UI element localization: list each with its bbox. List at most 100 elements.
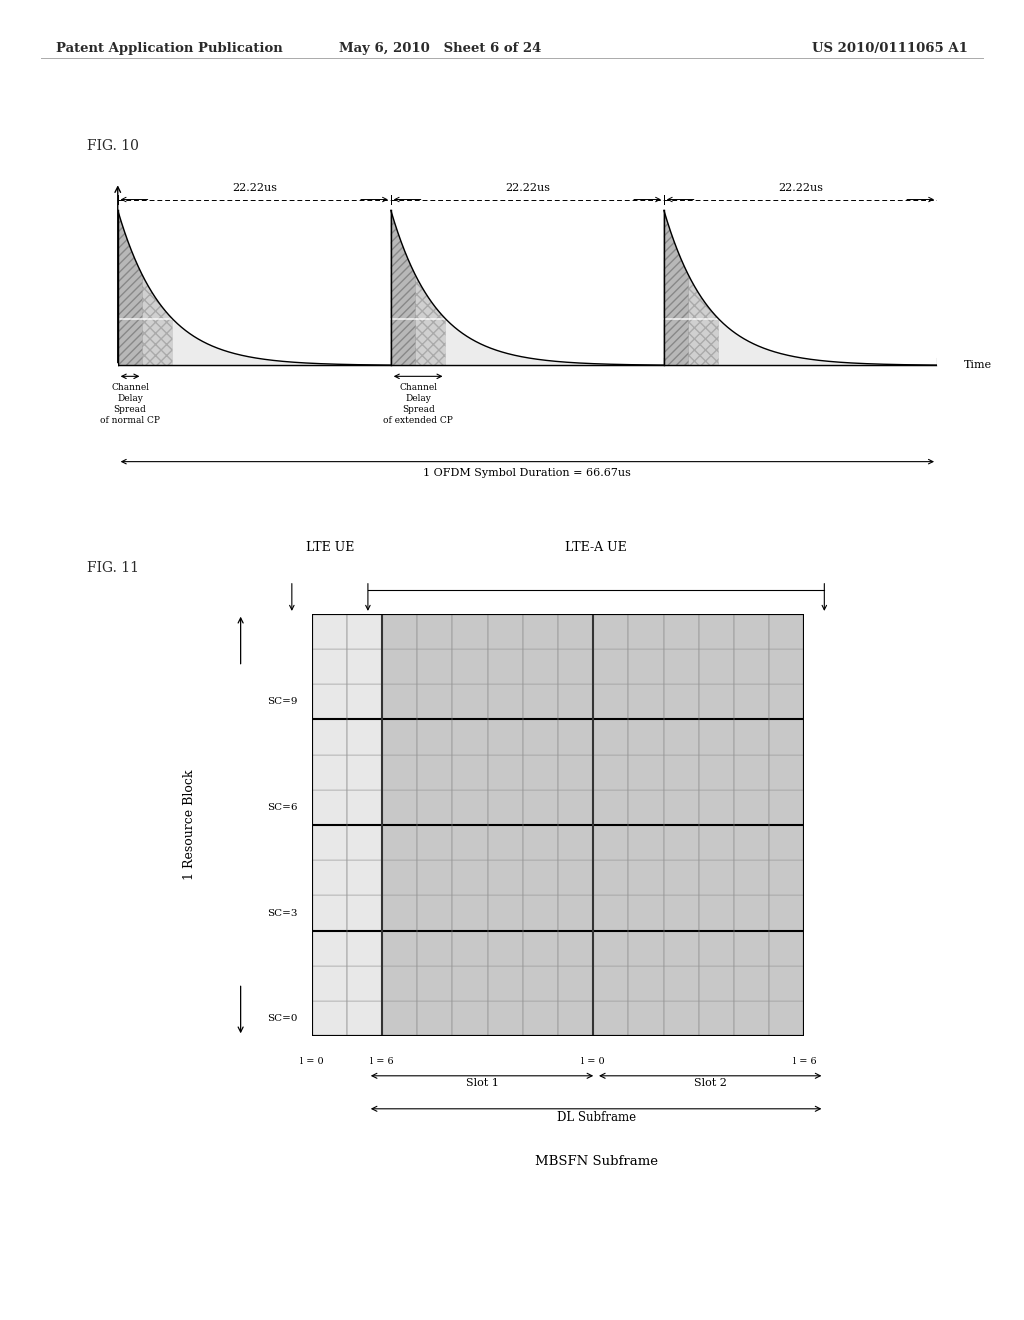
Text: Channel
Delay
Spread
of normal CP: Channel Delay Spread of normal CP — [100, 383, 160, 425]
Text: SC=6: SC=6 — [267, 803, 298, 812]
Bar — [311, 825, 347, 861]
Text: SC=9: SC=9 — [267, 697, 298, 706]
Bar — [593, 931, 629, 966]
Bar — [523, 684, 558, 719]
Bar — [382, 614, 417, 649]
Bar — [593, 755, 629, 789]
Bar — [698, 966, 734, 1001]
Bar — [311, 1001, 347, 1036]
Bar — [558, 614, 593, 649]
Bar — [487, 895, 523, 931]
Bar — [487, 719, 523, 755]
Text: 1 OFDM Symbol Duration = 66.67us: 1 OFDM Symbol Duration = 66.67us — [423, 467, 632, 478]
Bar — [558, 719, 593, 755]
Bar — [487, 649, 523, 684]
Bar — [734, 719, 769, 755]
Bar — [629, 719, 664, 755]
Bar — [734, 931, 769, 966]
Bar — [593, 684, 629, 719]
Text: May 6, 2010   Sheet 6 of 24: May 6, 2010 Sheet 6 of 24 — [339, 42, 542, 55]
Bar — [453, 614, 487, 649]
Text: LTE-A UE: LTE-A UE — [565, 541, 627, 554]
Bar — [453, 684, 487, 719]
Bar — [664, 825, 698, 861]
Bar — [523, 789, 558, 825]
Bar — [629, 895, 664, 931]
Bar — [664, 861, 698, 895]
Text: l = 6: l = 6 — [371, 1057, 394, 1067]
Bar — [382, 861, 417, 895]
Bar — [382, 966, 417, 1001]
Bar — [487, 684, 523, 719]
Text: 22.22us: 22.22us — [778, 183, 823, 193]
Bar — [664, 614, 698, 649]
Bar — [487, 825, 523, 861]
Bar — [558, 684, 593, 719]
Bar — [734, 825, 769, 861]
Bar — [382, 1001, 417, 1036]
Bar — [347, 966, 382, 1001]
Bar — [769, 931, 805, 966]
Text: US 2010/0111065 A1: US 2010/0111065 A1 — [812, 42, 968, 55]
Text: 1 Resource Block: 1 Resource Block — [183, 770, 196, 880]
Bar — [311, 684, 347, 719]
Bar — [734, 789, 769, 825]
Bar — [629, 966, 664, 1001]
Bar — [487, 1001, 523, 1036]
Bar — [347, 895, 382, 931]
Bar — [629, 649, 664, 684]
Bar — [769, 825, 805, 861]
Bar — [453, 895, 487, 931]
Bar — [769, 755, 805, 789]
Bar — [664, 684, 698, 719]
Bar — [769, 719, 805, 755]
Bar — [629, 614, 664, 649]
Bar — [698, 755, 734, 789]
Bar — [347, 789, 382, 825]
Bar — [734, 861, 769, 895]
Bar — [523, 931, 558, 966]
Bar — [629, 1001, 664, 1036]
Bar — [418, 719, 453, 755]
Bar — [664, 789, 698, 825]
Bar — [664, 931, 698, 966]
Bar — [311, 755, 347, 789]
Bar — [487, 789, 523, 825]
Bar — [453, 966, 487, 1001]
Bar — [629, 931, 664, 966]
Bar — [418, 966, 453, 1001]
Bar — [593, 719, 629, 755]
Bar — [734, 684, 769, 719]
Bar — [593, 895, 629, 931]
Bar — [558, 789, 593, 825]
Bar — [558, 825, 593, 861]
Bar — [418, 931, 453, 966]
Bar — [593, 614, 629, 649]
Bar — [664, 649, 698, 684]
Bar — [347, 614, 382, 649]
Bar — [593, 649, 629, 684]
Text: Channel
Delay
Spread
of extended CP: Channel Delay Spread of extended CP — [383, 383, 453, 425]
Bar — [453, 825, 487, 861]
Bar — [487, 755, 523, 789]
Bar — [453, 719, 487, 755]
Bar — [453, 755, 487, 789]
Bar — [698, 614, 734, 649]
Bar — [664, 895, 698, 931]
Bar — [523, 895, 558, 931]
Text: Slot 2: Slot 2 — [694, 1078, 727, 1089]
Bar — [382, 825, 417, 861]
Bar — [453, 789, 487, 825]
Bar — [734, 614, 769, 649]
Bar — [347, 861, 382, 895]
Text: l = 0: l = 0 — [582, 1057, 605, 1067]
Bar — [523, 1001, 558, 1036]
Bar — [311, 931, 347, 966]
Bar — [593, 789, 629, 825]
Bar — [698, 789, 734, 825]
Bar — [487, 614, 523, 649]
Bar — [593, 1001, 629, 1036]
Bar — [311, 861, 347, 895]
Bar — [347, 649, 382, 684]
Bar — [558, 1001, 593, 1036]
